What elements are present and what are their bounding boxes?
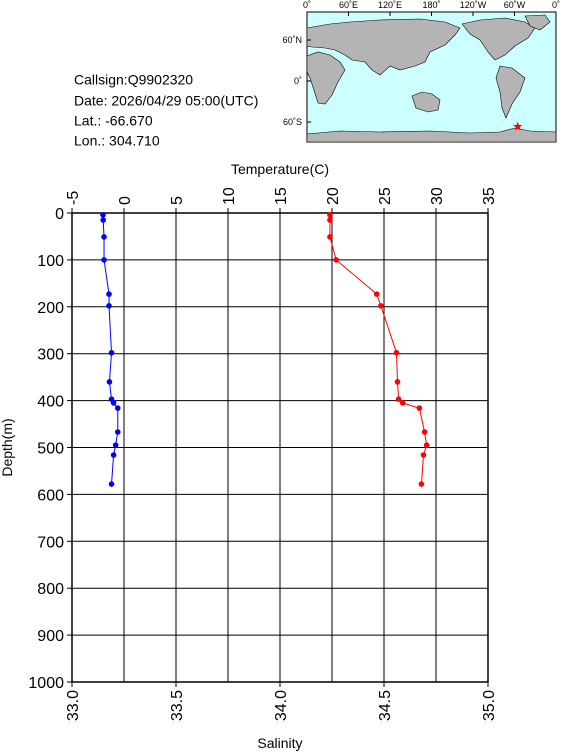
profile-point [395, 396, 402, 402]
profile-point [101, 257, 107, 263]
profile-point [378, 303, 384, 309]
x2-axis-label: Salinity [257, 735, 302, 751]
x-tick-label: 30 [429, 187, 446, 205]
map-x-tick-label: 180˚ [422, 0, 440, 10]
map-x-tick-label: 60˚W [504, 0, 526, 10]
y-axis-label: Depth(m) [0, 418, 15, 476]
australia [411, 91, 441, 113]
greenland [524, 14, 551, 31]
x-tick-label: 20 [325, 187, 342, 205]
x2-tick-label: 33.5 [169, 690, 186, 721]
south-america [495, 65, 526, 119]
x-tick-label: 10 [221, 187, 238, 205]
profile-point [100, 212, 106, 218]
map-x-tick-label: 120˚E [378, 0, 402, 10]
map-y-tick-label: 60˚N [282, 35, 302, 45]
station-marker [513, 121, 523, 131]
profile-point [110, 400, 117, 406]
map-x-tick-label: 120˚W [460, 0, 487, 10]
plot-frame [71, 212, 489, 683]
info-line: Lon.: 304.710 [74, 133, 160, 149]
profile-point [106, 303, 112, 309]
map-x-tick-label: 0˚ [552, 0, 560, 10]
info-line: Lat.: -66.670 [74, 113, 153, 129]
profile-point [421, 429, 428, 435]
profile-point [108, 481, 115, 487]
map: 0˚ 60˚E 120˚E 180˚ 120˚W 60˚W 0˚ 60˚N 0˚ 60˚S [282, 0, 560, 143]
y-tick-label: 1000 [28, 675, 64, 692]
profile-point [393, 349, 400, 356]
x-tick-label: 15 [273, 187, 290, 205]
antarctica [306, 127, 557, 143]
x2-tick-label: 33.0 [65, 690, 82, 721]
profile-point [108, 349, 115, 356]
map-y-tick-label: 0˚ [294, 76, 302, 86]
x2-tick-label: 35.0 [481, 690, 498, 721]
eurasia [306, 18, 461, 76]
profile-point [423, 442, 430, 448]
map-x-tick-label: 60˚E [339, 0, 358, 10]
x2-tick-label: 34.5 [377, 690, 394, 721]
profile-point [394, 379, 401, 385]
profile-point [327, 217, 333, 223]
x-tick-label: 5 [169, 196, 186, 205]
info-line: Date: 2026/04/29 05:00(UTC) [74, 93, 258, 109]
profile-point [327, 212, 333, 218]
info-line: Callsign:Q9902320 [74, 72, 193, 88]
map-x-tick-label: 0˚ [303, 0, 311, 10]
x-tick-label: -5 [65, 191, 82, 205]
y-tick-label: 600 [37, 487, 64, 504]
profile-point [106, 379, 113, 385]
profile-point [101, 234, 107, 240]
y-tick-label: 200 [37, 300, 64, 317]
map-y-tick-label: 60˚S [283, 117, 302, 127]
y-tick-label: 500 [37, 441, 64, 458]
profile-point [114, 405, 121, 411]
x-axis-label: Temperature(C) [231, 161, 329, 177]
profile-point [100, 217, 106, 223]
y-tick-label: 0 [55, 206, 64, 223]
x-tick-label: 25 [377, 187, 394, 205]
x2-tick-label: 34.0 [273, 690, 290, 721]
y-tick-label: 700 [37, 534, 64, 551]
x-tick-label: 0 [117, 196, 134, 205]
profile-point [416, 405, 423, 411]
profile-point [106, 291, 112, 297]
profile-point [373, 291, 380, 297]
africa [306, 51, 346, 105]
profile-point [110, 452, 117, 458]
y-tick-label: 300 [37, 347, 64, 364]
profile-point [327, 234, 333, 240]
y-tick-label: 800 [37, 581, 64, 598]
y-tick-label: 100 [37, 253, 64, 270]
profile-point [333, 257, 339, 263]
profile-point [112, 442, 119, 448]
y-tick-label: 400 [37, 394, 64, 411]
profile-point [399, 400, 406, 406]
x-tick-label: 35 [481, 187, 498, 205]
profile-point [418, 481, 425, 487]
y-tick-label: 900 [37, 628, 64, 645]
profile-point [114, 429, 121, 435]
north-america [461, 17, 536, 61]
profile-point [420, 452, 427, 458]
